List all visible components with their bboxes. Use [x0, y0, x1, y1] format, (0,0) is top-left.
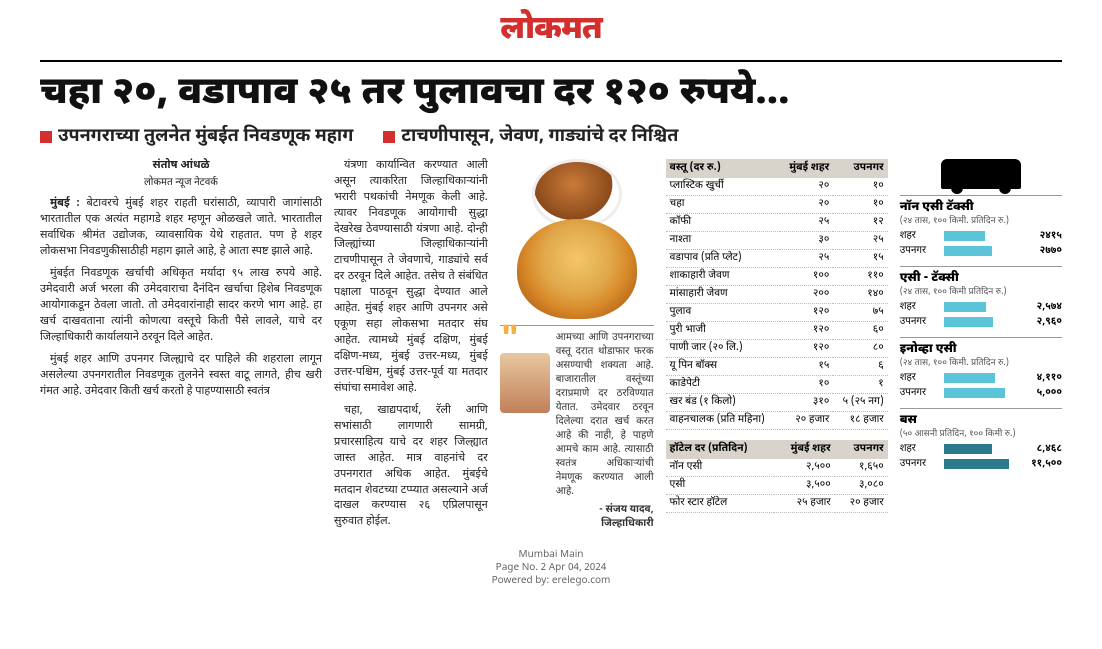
bar-row-suburb: उपनगर ११,५०० — [900, 458, 1062, 471]
table-row: पाणी जार (२० लि.)१२०८० — [666, 339, 888, 357]
masthead-logo: लोकमत — [40, 10, 1062, 52]
food-images — [517, 159, 637, 319]
table-row: वडापाव (प्रति प्लेट)२५१५ — [666, 249, 888, 267]
quote-mark-icon: " — [500, 332, 550, 354]
article-body-col2: यंत्रणा कार्यान्वित करण्यात आली असून त्य… — [334, 159, 488, 538]
table-row: कॉफी२५१२ — [666, 213, 888, 231]
vehicle-title: इनोव्हा एसी — [900, 337, 1062, 357]
table-row: एसी३,५००३,०८० — [666, 476, 888, 494]
vehicle-subtitle: (२४ तास, १०० किमी. प्रतिदिन रु.) — [900, 215, 1062, 227]
bar-row-city: शहर ४,११० — [900, 372, 1062, 385]
article-body: संतोष आंधळे लोकमत न्यूज नेटवर्क मुंबई : … — [40, 159, 322, 538]
quote-attribution: - संजय यादव, जिल्हाधिकारी — [556, 504, 654, 532]
bar-row-city: शहर २,५७४ — [900, 301, 1062, 314]
footer-edition: Mumbai Main — [40, 549, 1062, 562]
vehicle-section: एसी - टॅक्सी (२४ तास, १०० किमी प्रतिदिन … — [900, 266, 1062, 329]
vehicle-section: नॉन एसी टॅक्सी (२४ तास, १०० किमी. प्रतिद… — [900, 195, 1062, 258]
para-4: यंत्रणा कार्यान्वित करण्यात आली असून त्य… — [334, 159, 488, 398]
table-row: यू पिन बॉक्स१५६ — [666, 357, 888, 375]
goods-header: वस्तू (दर रु.) — [666, 159, 780, 178]
table-row: शाकाहारी जेवण१००११० — [666, 267, 888, 285]
square-bullet-icon — [40, 131, 52, 143]
page-footer: Mumbai Main Page No. 2 Apr 04, 2024 Powe… — [40, 549, 1062, 588]
suburb-header: उपनगर — [833, 159, 887, 178]
bar-row-suburb: उपनगर ५,००० — [900, 387, 1062, 400]
para-5: चहा, खाद्यपदार्थ, रॅली आणि सभांसाठी लागण… — [334, 404, 488, 532]
dateline: मुंबई : — [50, 197, 80, 211]
rates-table-column: वस्तू (दर रु.) मुंबई शहर उपनगर प्लास्टिक… — [666, 159, 888, 538]
vehicle-subtitle: (२४ तास, १०० किमी. प्रतिदिन रु.) — [900, 357, 1062, 369]
bar-row-suburb: उपनगर २७७० — [900, 245, 1062, 258]
vehicle-section: इनोव्हा एसी (२४ तास, १०० किमी. प्रतिदिन … — [900, 337, 1062, 400]
bar-row-city: शहर २४१५ — [900, 230, 1062, 243]
table-row: मांसाहारी जेवण२००१४० — [666, 285, 888, 303]
quote-text: आमच्या आणि उपनगराच्या वस्तू दरात थोडाफार… — [556, 332, 654, 499]
vehicle-title: नॉन एसी टॅक्सी — [900, 195, 1062, 215]
footer-page-date: Page No. 2 Apr 04, 2024 — [40, 562, 1062, 575]
table-row: पुलाव१२०७५ — [666, 303, 888, 321]
subhead-row: उपनगराच्या तुलनेत मुंबईत निवडणूक महाग टा… — [40, 126, 1062, 149]
vehicle-title: बस — [900, 408, 1062, 428]
vadapav-image — [517, 219, 637, 319]
headline: चहा २०, वडापाव २५ तर पुलावचा दर १२० रुपय… — [40, 74, 1062, 116]
byline: संतोष आंधळे — [40, 159, 322, 175]
para-3: मुंबई शहर आणि उपनगर जिल्ह्याचे दर पाहिले… — [40, 353, 322, 401]
subhead-2: टाचणीपासून, जेवण, गाड्यांचे दर निश्चित — [383, 126, 678, 149]
city-header: मुंबई शहर — [774, 440, 835, 459]
vehicle-subtitle: (२४ तास, १०० किमी प्रतिदिन रु.) — [900, 286, 1062, 298]
hotel-header: हॉटेल दर (प्रतिदिन) — [666, 440, 775, 459]
bar-row-suburb: उपनगर २,९६० — [900, 316, 1062, 329]
vehicle-section: बस (५० आसनी प्रतिदिन, १०० किमी रु.) शहर … — [900, 408, 1062, 471]
table-row: पुरी भाजी१२०६० — [666, 321, 888, 339]
table-row: प्लास्टिक खुर्ची२०१० — [666, 178, 888, 196]
vehicle-title: एसी - टॅक्सी — [900, 266, 1062, 286]
goods-rate-table: वस्तू (दर रु.) मुंबई शहर उपनगर प्लास्टिक… — [666, 159, 888, 430]
taxi-icon — [941, 159, 1021, 189]
subhead-1: उपनगराच्या तुलनेत मुंबईत निवडणूक महाग — [40, 126, 353, 149]
table-row: नॉन एसी२,५००१,६५० — [666, 459, 888, 477]
vehicle-rates-column: नॉन एसी टॅक्सी (२४ तास, १०० किमी. प्रतिद… — [900, 159, 1062, 538]
table-row: काडेपेटी१०१ — [666, 375, 888, 393]
top-rule — [40, 60, 1062, 62]
table-row: चहा२०१० — [666, 195, 888, 213]
suburb-header: उपनगर — [835, 440, 888, 459]
square-bullet-icon — [383, 131, 395, 143]
hotel-rate-table: हॉटेल दर (प्रतिदिन) मुंबई शहर उपनगर नॉन … — [666, 440, 888, 513]
table-row: वाहनचालक (प्रति महिना)२० हजार१८ हजार — [666, 411, 888, 429]
vehicle-subtitle: (५० आसनी प्रतिदिन, १०० किमी रु.) — [900, 428, 1062, 440]
footer-powered: Powered by: erelego.com — [40, 575, 1062, 588]
table-row: खर बंड (१ किलो)३१०५ (२५ नग) — [666, 393, 888, 411]
para-2: मुंबईत निवडणूक खर्चाची अधिकृत मर्यादा ९५… — [40, 267, 322, 347]
network-line: लोकमत न्यूज नेटवर्क — [40, 177, 322, 192]
table-row: नाश्ता३०२५ — [666, 231, 888, 249]
pull-quote: " आमच्या आणि उपनगराच्या वस्तू दरात थोडाफ… — [500, 325, 654, 532]
para-1: बेटावरचे मुंबई शहर राहती घरांसाठी, व्याप… — [40, 197, 322, 259]
bar-row-city: शहर ८,४६८ — [900, 443, 1062, 456]
city-header: मुंबई शहर — [780, 159, 833, 178]
table-row: फोर स्टार हॉटेल२५ हजार२० हजार — [666, 494, 888, 512]
